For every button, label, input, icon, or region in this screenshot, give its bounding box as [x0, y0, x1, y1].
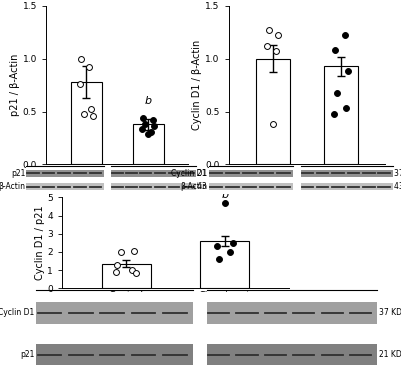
- Text: Cyclin D1: Cyclin D1: [0, 308, 34, 317]
- Text: 37 KDa: 37 KDa: [379, 308, 401, 317]
- Point: [129, 267, 135, 273]
- Point: [140, 115, 146, 121]
- Point: [86, 64, 93, 70]
- Bar: [26, 170, 104, 177]
- Point: [334, 89, 340, 96]
- Point: [332, 47, 338, 53]
- Bar: [301, 183, 393, 190]
- Point: [118, 249, 124, 255]
- Point: [139, 125, 145, 132]
- Y-axis label: Cyclin D1 / p21: Cyclin D1 / p21: [34, 205, 45, 280]
- Point: [331, 111, 337, 117]
- Point: [149, 117, 156, 123]
- Point: [266, 27, 273, 33]
- Bar: [256, 59, 290, 164]
- Text: 37 KDa: 37 KDa: [394, 169, 401, 178]
- Text: b: b: [221, 190, 228, 200]
- Bar: [26, 183, 104, 190]
- Point: [78, 56, 85, 62]
- Point: [221, 200, 228, 206]
- Point: [151, 123, 157, 130]
- Bar: [207, 302, 377, 324]
- Bar: [209, 183, 294, 190]
- Text: 43 KDa: 43 KDa: [197, 182, 225, 191]
- Point: [273, 48, 279, 55]
- Point: [269, 121, 276, 127]
- Point: [131, 248, 137, 254]
- Point: [263, 43, 270, 49]
- Text: p21: p21: [20, 350, 34, 359]
- Bar: [207, 344, 377, 365]
- Point: [81, 111, 87, 117]
- Bar: [209, 170, 294, 177]
- Y-axis label: p21 / β-Actin: p21 / β-Actin: [10, 54, 20, 116]
- Bar: [200, 241, 249, 288]
- Point: [229, 240, 236, 246]
- Point: [342, 33, 348, 39]
- Point: [88, 106, 95, 113]
- Bar: [71, 82, 102, 164]
- Text: p21: p21: [11, 169, 25, 178]
- Point: [142, 121, 148, 127]
- Point: [227, 249, 233, 255]
- Bar: [36, 344, 193, 365]
- Bar: [111, 183, 196, 190]
- Text: Cyclin D1: Cyclin D1: [171, 169, 208, 178]
- Bar: [101, 264, 151, 288]
- Text: b: b: [145, 96, 152, 106]
- Point: [344, 68, 351, 74]
- Point: [216, 256, 222, 262]
- Point: [148, 128, 154, 135]
- Text: 21 KDa: 21 KDa: [197, 169, 225, 178]
- Point: [133, 270, 139, 276]
- Point: [275, 33, 282, 39]
- Text: β-Actin: β-Actin: [0, 182, 25, 191]
- Text: 43 KDa: 43 KDa: [394, 182, 401, 191]
- Bar: [111, 170, 196, 177]
- Point: [113, 269, 119, 276]
- Point: [89, 113, 96, 119]
- Bar: [133, 124, 164, 164]
- Bar: [324, 66, 358, 164]
- Bar: [301, 170, 393, 177]
- Point: [343, 105, 349, 111]
- Point: [77, 81, 83, 87]
- Bar: [36, 302, 193, 324]
- Point: [214, 243, 220, 250]
- Point: [145, 131, 152, 137]
- Text: 21 KDa: 21 KDa: [379, 350, 401, 359]
- Text: β-Actin: β-Actin: [180, 182, 208, 191]
- Point: [114, 262, 121, 268]
- Y-axis label: Cyclin D1 / β-Actin: Cyclin D1 / β-Actin: [192, 40, 203, 130]
